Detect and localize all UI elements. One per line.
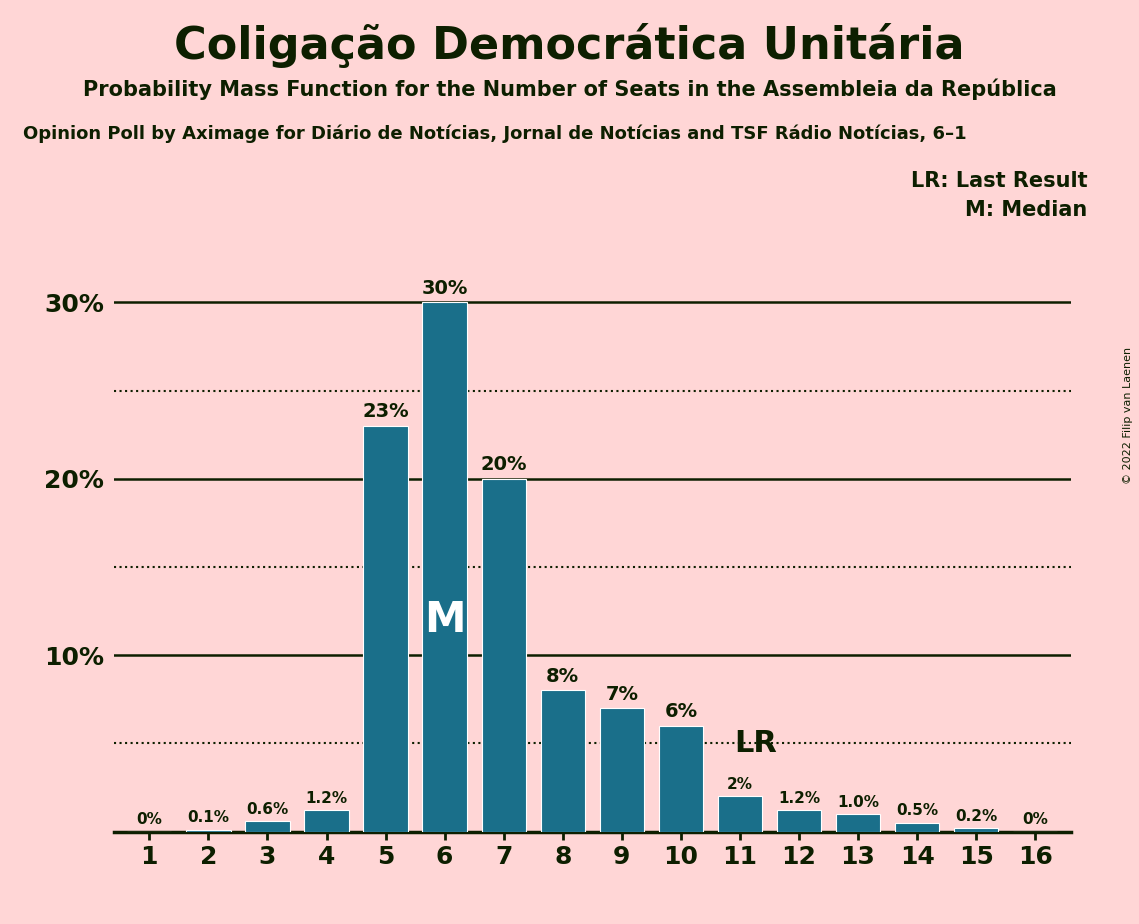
Bar [363,426,408,832]
Text: 1.0%: 1.0% [837,795,879,809]
Text: 0.2%: 0.2% [954,808,998,823]
Bar [187,830,230,832]
Bar [541,690,585,832]
Text: 30%: 30% [421,279,468,298]
Bar [599,708,644,832]
Bar [482,479,526,832]
Bar [895,822,940,832]
Text: 7%: 7% [605,685,638,704]
Bar [304,810,349,832]
Bar [718,796,762,832]
Text: 0.1%: 0.1% [188,810,229,825]
Text: 8%: 8% [547,667,580,686]
Text: 20%: 20% [481,456,527,474]
Text: LR: LR [734,729,777,758]
Text: LR: Last Result: LR: Last Result [911,171,1088,191]
Text: 0%: 0% [1023,812,1048,827]
Text: M: M [424,599,466,641]
Text: Opinion Poll by Aximage for Diário de Notícias, Jornal de Notícias and TSF Rádio: Opinion Poll by Aximage for Diário de No… [23,125,966,143]
Text: M: Median: M: Median [966,200,1088,220]
Text: 0%: 0% [137,812,162,827]
Text: 23%: 23% [362,403,409,421]
Bar [954,828,998,832]
Text: Probability Mass Function for the Number of Seats in the Assembleia da República: Probability Mass Function for the Number… [83,79,1056,100]
Text: © 2022 Filip van Laenen: © 2022 Filip van Laenen [1123,347,1132,484]
Bar [777,810,821,832]
Bar [658,725,703,832]
Bar [836,814,880,832]
Text: 6%: 6% [664,702,697,722]
Text: 0.6%: 0.6% [246,802,288,817]
Text: 2%: 2% [727,777,753,792]
Text: 1.2%: 1.2% [305,791,347,806]
Bar [423,302,467,832]
Bar [245,821,289,832]
Text: Coligação Democrática Unitária: Coligação Democrática Unitária [174,23,965,68]
Text: 1.2%: 1.2% [778,791,820,806]
Text: 0.5%: 0.5% [896,803,939,819]
